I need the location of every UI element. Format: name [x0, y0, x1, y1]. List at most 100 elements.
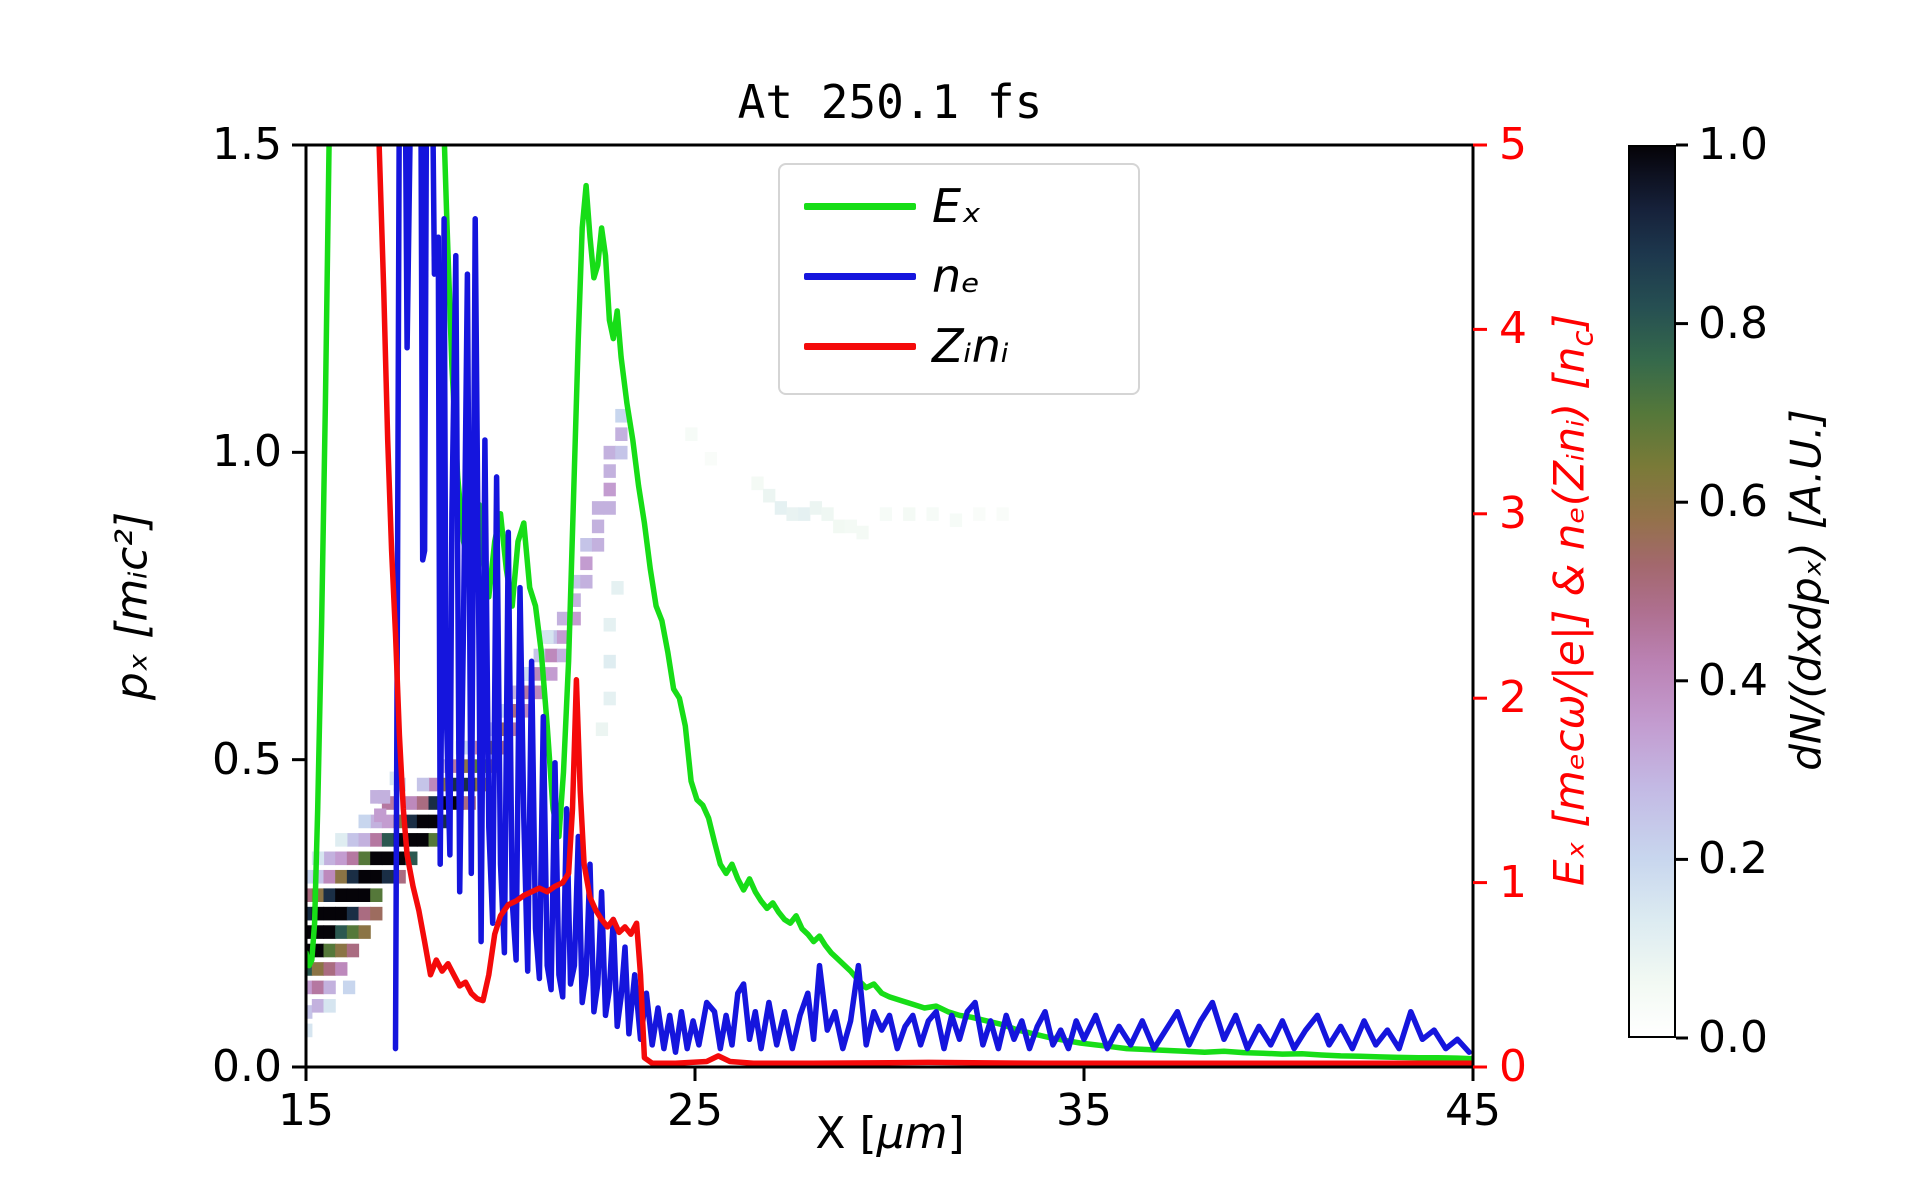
y-tick-label-left: 0.0 [212, 1041, 282, 1092]
heatmap-cell [591, 538, 605, 552]
x-tick-label: 35 [1056, 1085, 1112, 1136]
phase-space-heatmap [306, 408, 1009, 1038]
heatmap-cell [306, 925, 313, 939]
heatmap-cell [358, 851, 371, 866]
heatmap-cell [358, 925, 371, 939]
heatmap-cell [335, 943, 348, 958]
heatmap-cell [342, 980, 356, 995]
heatmap-cell [335, 869, 348, 884]
y-tick-label-right: 1 [1499, 856, 1527, 908]
heatmap-cell [786, 507, 799, 521]
heatmap-cell [370, 888, 383, 902]
heatmap-cell [323, 980, 336, 995]
heatmap-cell [306, 888, 313, 902]
heatmap-cell [809, 501, 823, 515]
y-axis-label-left: pₓ [mᵢc²] [106, 511, 158, 701]
y-axis-label-right-sub: c [1565, 330, 1600, 347]
colorbar-tick-label: 0.4 [1698, 654, 1768, 706]
heatmap-cell [416, 814, 430, 829]
x-tick-label: 25 [667, 1085, 723, 1136]
heatmap-cell [323, 888, 336, 902]
heatmap-cell [306, 869, 313, 884]
y-axis-label-right: Eₓ [mₑcω/|e|] & nₑ(Zᵢnᵢ) [nc] [1544, 314, 1599, 886]
heatmap-cell [580, 538, 593, 552]
tick-marks [292, 143, 1688, 1081]
heatmap-cell [311, 962, 325, 976]
heatmap-cell [903, 507, 916, 521]
legend-label-ex: Eₓ [932, 179, 982, 233]
heatmap-cell [370, 906, 383, 921]
colorbar-label: dN/(dxdpₓ) [A.U.] [1781, 409, 1831, 771]
heatmap-cell [311, 980, 325, 995]
heatmap-cell [556, 630, 570, 644]
colorbar-tick-label: 0.2 [1698, 833, 1768, 885]
colorbar [1628, 145, 1676, 1038]
heatmap-cell [381, 833, 395, 847]
heatmap-cell [556, 611, 570, 626]
heatmap-cell [603, 617, 616, 632]
heatmap-cell [335, 833, 348, 847]
x-axis-label-end: ] [947, 1108, 965, 1159]
heatmap-cell [306, 962, 313, 976]
heatmap-cell [370, 869, 383, 884]
legend-line-ne [804, 273, 916, 280]
heatmap-cell [323, 925, 336, 939]
heatmap-cell [323, 943, 336, 958]
heatmap-cell [346, 906, 360, 921]
heatmap-cell [615, 445, 628, 460]
legend: Eₓ nₑ Zᵢnᵢ [778, 163, 1140, 395]
colorbar-tick-label: 0.6 [1698, 476, 1768, 528]
y-axis-label-right-text: Eₓ [mₑcω/|e|] & nₑ(Zᵢnᵢ) [n [1544, 346, 1594, 886]
heatmap-cell [405, 814, 418, 829]
heatmap-cell [973, 507, 986, 521]
y-tick-label-left: 0.5 [212, 733, 282, 785]
heatmap-cell [416, 777, 430, 792]
heatmap-cell [580, 574, 593, 589]
colorbar-tick-label: 0.8 [1698, 297, 1768, 349]
legend-entry-ex: Eₓ [780, 171, 1138, 241]
heatmap-cell [603, 445, 616, 460]
heatmap-cell [346, 925, 360, 939]
heatmap-cell [879, 507, 893, 521]
heatmap-cell [306, 943, 313, 958]
heatmap-cell [335, 962, 348, 976]
heatmap-cell [685, 427, 698, 441]
heatmap-cell [358, 814, 371, 829]
heatmap-cell [545, 667, 558, 681]
heatmap-cell [949, 513, 963, 528]
heatmap-cell [370, 833, 383, 847]
x-tick-label: 15 [278, 1085, 334, 1136]
heatmap-cell [323, 869, 336, 884]
heatmap-cell [323, 999, 336, 1013]
heatmap-cell [346, 888, 360, 902]
heatmap-cell [346, 851, 360, 866]
legend-label-zini: Zᵢnᵢ [932, 319, 1010, 373]
y-tick-label-right: 2 [1499, 672, 1527, 724]
heatmap-cell [358, 888, 371, 902]
x-axis-label-text: X [ [815, 1108, 877, 1159]
heatmap-cell [306, 1005, 313, 1019]
heatmap-cell [844, 519, 858, 534]
heatmap-cell [374, 808, 387, 823]
heatmap-cell [306, 1023, 313, 1038]
y-tick-label-right: 5 [1499, 119, 1527, 170]
legend-line-zini [804, 343, 916, 350]
y-tick-label-left: 1.0 [212, 426, 282, 478]
y-tick-label-left: 1.5 [212, 119, 282, 170]
heatmap-cell [377, 790, 391, 804]
y-tick-label-right: 3 [1499, 487, 1527, 539]
heatmap-cell [541, 630, 554, 644]
heatmap-cell [821, 507, 834, 521]
heatmap-cell [335, 925, 348, 939]
series-ne [392, 145, 1472, 1055]
heatmap-cell [323, 962, 336, 976]
heatmap-cell [751, 476, 764, 491]
y-tick-label-right: 4 [1499, 303, 1527, 355]
heatmap-cell [704, 451, 717, 466]
heatmap-cell [603, 482, 616, 497]
heatmap-cell [603, 501, 616, 515]
heatmap-cell [358, 869, 371, 884]
y-tick-label-right: 0 [1499, 1041, 1527, 1092]
